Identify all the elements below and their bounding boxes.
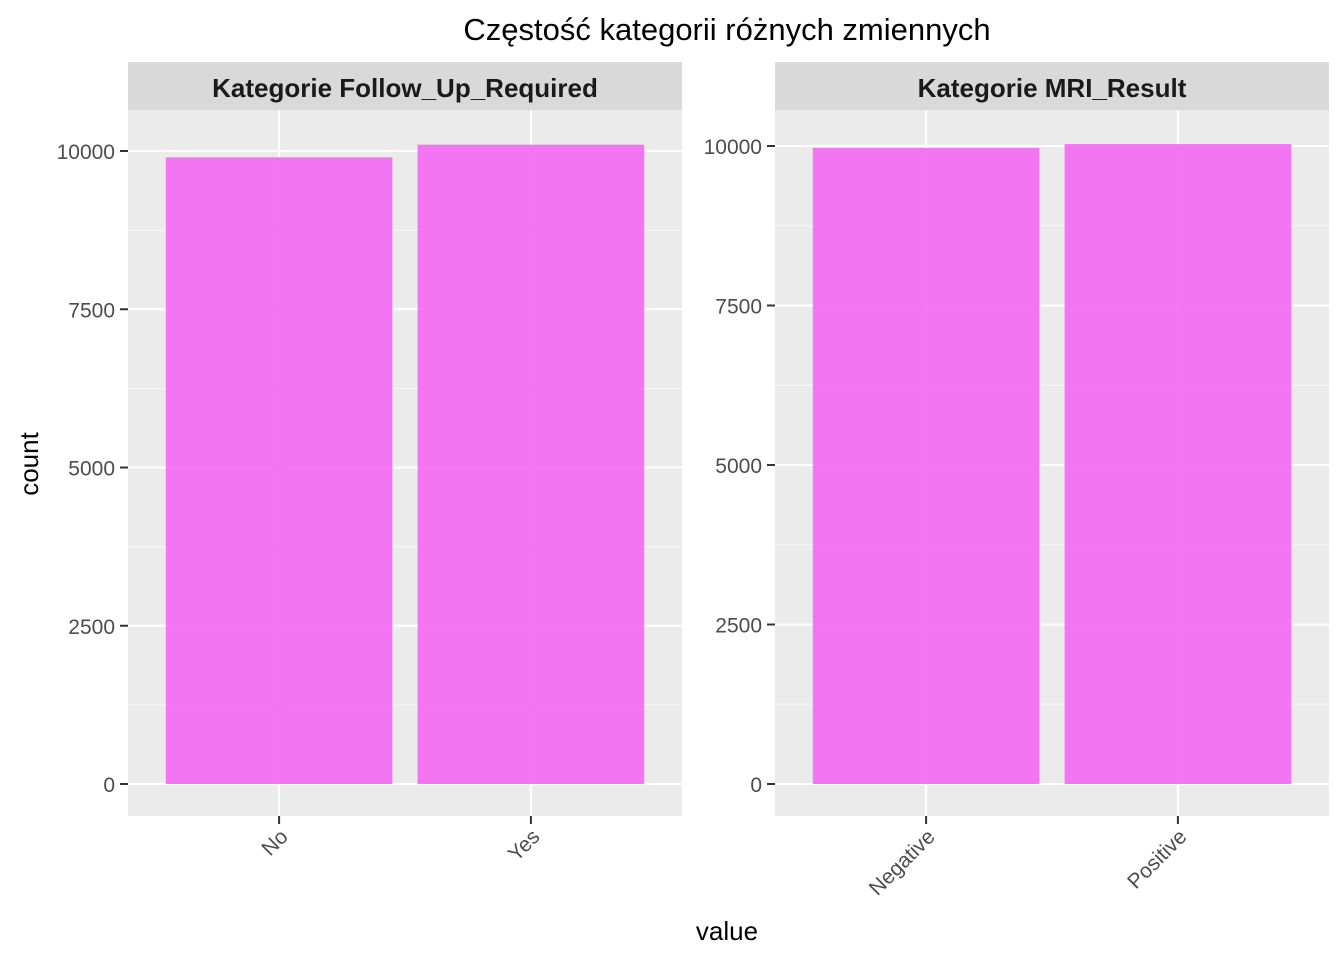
facet-panel: Kategorie MRI_Result 0 2500 5000 7500 10000 Ne… xyxy=(704,62,1329,900)
facet-strip xyxy=(775,62,1329,110)
y-tick-label: 5000 xyxy=(68,458,115,481)
x-axis-title: value xyxy=(696,916,758,946)
bar-positive xyxy=(1064,144,1292,784)
y-tick-label: 10000 xyxy=(704,136,762,159)
x-tick-label: Negative xyxy=(865,825,940,900)
facet-panel: Kategorie Follow_Up_Required 0 2500 5000 750… xyxy=(57,62,682,866)
x-tick-label: No xyxy=(257,825,292,860)
y-axis-title: count xyxy=(14,431,44,495)
y-tick-label: 10000 xyxy=(57,141,115,164)
facet-strip-label: Kategorie MRI_Result xyxy=(918,73,1187,103)
y-tick-label: 5000 xyxy=(715,455,762,478)
bar-yes xyxy=(417,144,645,785)
x-tick-label: Yes xyxy=(504,825,544,865)
facet-strip xyxy=(128,62,682,110)
x-tick-label: Positive xyxy=(1123,825,1191,893)
bar-no xyxy=(165,157,393,784)
y-tick-label: 7500 xyxy=(715,296,762,319)
y-tick-label: 2500 xyxy=(68,616,115,639)
facet-strip-label: Kategorie Follow_Up_Required xyxy=(212,73,598,103)
y-tick-label: 0 xyxy=(750,774,762,797)
y-tick-label: 2500 xyxy=(715,615,762,638)
panels: Kategorie Follow_Up_Required 0 2500 5000 750… xyxy=(57,62,1329,900)
y-tick-label: 7500 xyxy=(68,299,115,322)
y-tick-label: 0 xyxy=(103,774,115,797)
chart-title: Częstość kategorii różnych zmiennych xyxy=(463,12,990,47)
bar-negative xyxy=(812,147,1040,784)
